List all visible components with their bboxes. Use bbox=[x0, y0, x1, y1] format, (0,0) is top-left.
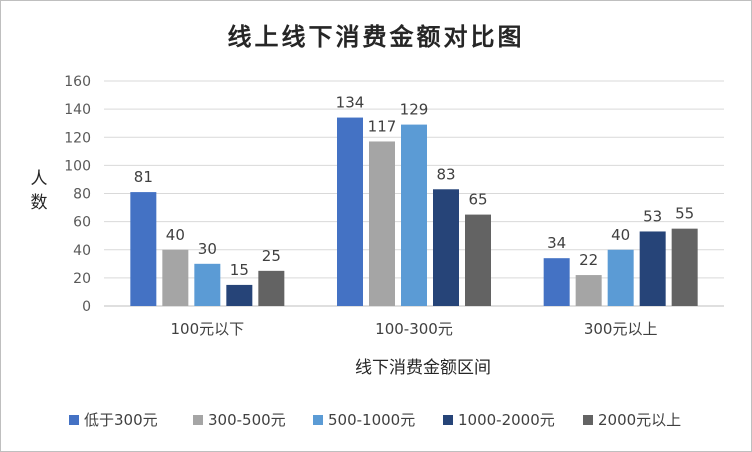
bar bbox=[130, 192, 157, 306]
data-label: 83 bbox=[436, 165, 455, 183]
data-label: 40 bbox=[611, 226, 630, 244]
data-label: 53 bbox=[643, 207, 662, 225]
x-category-label: 300元以上 bbox=[584, 320, 658, 338]
legend-label: 500-1000元 bbox=[328, 411, 415, 429]
bar bbox=[671, 228, 698, 306]
legend-item: 2000元以上 bbox=[583, 411, 681, 429]
legend-item: 1000-2000元 bbox=[443, 411, 555, 429]
data-label: 134 bbox=[336, 94, 365, 112]
legend-swatch bbox=[583, 415, 593, 425]
y-tick-label: 60 bbox=[73, 215, 91, 231]
y-tick-label: 140 bbox=[64, 102, 91, 118]
y-tick-label: 20 bbox=[73, 271, 91, 287]
y-tick-label: 100 bbox=[64, 158, 91, 174]
y-axis-title: 人数 bbox=[31, 169, 48, 213]
y-tick-label: 120 bbox=[64, 130, 91, 146]
bar bbox=[369, 141, 395, 306]
y-axis-ticks: 0 20 40 60 80 100 120 140 160 bbox=[64, 74, 91, 315]
legend-item: 500-1000元 bbox=[313, 411, 415, 429]
data-label: 55 bbox=[675, 205, 694, 223]
bar bbox=[575, 275, 602, 306]
data-label: 129 bbox=[400, 101, 429, 119]
data-label: 65 bbox=[468, 191, 487, 209]
legend-label: 2000元以上 bbox=[598, 411, 681, 429]
bar bbox=[465, 214, 491, 306]
bar bbox=[258, 270, 285, 306]
bar bbox=[543, 258, 570, 306]
y-axis-title-char: 数 bbox=[31, 193, 48, 213]
y-tick-label: 40 bbox=[73, 243, 91, 259]
bars bbox=[130, 117, 698, 306]
bar bbox=[607, 249, 634, 306]
legend-label: 300-500元 bbox=[208, 411, 286, 429]
x-category-label: 100元以下 bbox=[171, 320, 245, 338]
bar bbox=[226, 284, 253, 306]
data-label: 34 bbox=[547, 234, 566, 252]
bar bbox=[337, 117, 363, 306]
data-label: 15 bbox=[230, 261, 249, 279]
legend-item: 300-500元 bbox=[193, 411, 286, 429]
x-category-label: 100-300元 bbox=[375, 320, 453, 338]
y-tick-label: 0 bbox=[82, 299, 91, 315]
bar bbox=[639, 231, 666, 306]
bar bbox=[194, 263, 221, 306]
data-label: 22 bbox=[579, 251, 598, 269]
data-label: 25 bbox=[262, 247, 281, 265]
legend-swatch bbox=[443, 415, 453, 425]
data-label: 117 bbox=[368, 117, 397, 135]
legend-label: 低于300元 bbox=[84, 411, 158, 429]
data-label: 30 bbox=[198, 240, 217, 258]
legend-item: 低于300元 bbox=[69, 411, 158, 429]
y-tick-label: 80 bbox=[73, 187, 91, 203]
x-axis-title: 线下消费金额区间 bbox=[355, 358, 491, 378]
y-tick-label: 160 bbox=[64, 74, 91, 90]
legend-swatch bbox=[313, 415, 323, 425]
y-axis-title-char: 人 bbox=[31, 169, 48, 189]
bar bbox=[401, 124, 427, 306]
legend-swatch bbox=[193, 415, 203, 425]
chart-title: 线上线下消费金额对比图 bbox=[228, 22, 525, 51]
legend: 低于300元 300-500元 500-1000元 1000-2000元 2000元以上 bbox=[69, 411, 681, 429]
x-axis-categories: 100元以下 100-300元 300元以上 bbox=[171, 320, 658, 338]
legend-swatch bbox=[69, 415, 79, 425]
bar bbox=[433, 189, 459, 306]
data-label: 40 bbox=[166, 226, 185, 244]
data-label: 81 bbox=[134, 168, 153, 186]
legend-label: 1000-2000元 bbox=[458, 411, 555, 429]
bar bbox=[162, 249, 189, 306]
